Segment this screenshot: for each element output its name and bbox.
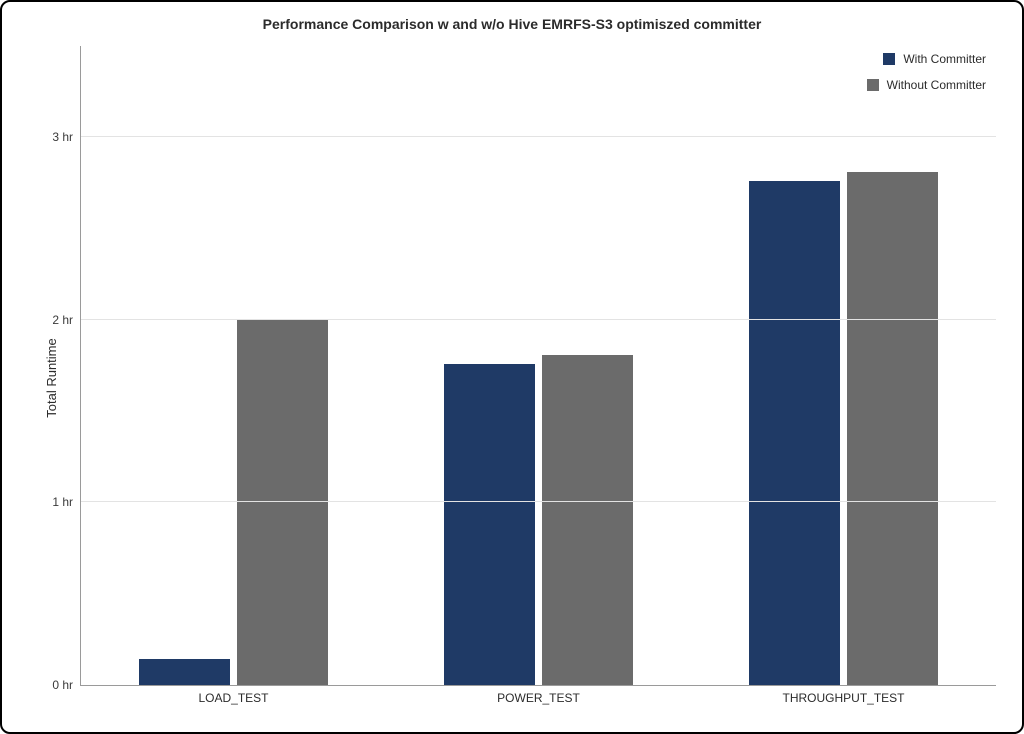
gridline [81,136,996,137]
y-tick-label: 0 hr [52,678,81,692]
plot-wrap: With CommitterWithout Committer 0 hr1 hr… [80,46,996,686]
x-tick-label: THROUGHPUT_TEST [782,685,904,705]
bar [542,355,634,685]
y-tick-label: 3 hr [52,130,81,144]
plot-area: With CommitterWithout Committer 0 hr1 hr… [80,46,996,686]
x-tick-label: POWER_TEST [497,685,580,705]
y-axis-label: Total Runtime [44,338,59,417]
legend: With Committer Without Committer [867,52,986,104]
bar [847,172,939,685]
bars-layer [81,46,996,685]
legend-swatch [867,79,879,91]
gridline [81,319,996,320]
chart-frame: Performance Comparison w and w/o Hive EM… [0,0,1024,734]
gridline [81,501,996,502]
y-tick-label: 1 hr [52,495,81,509]
legend-item: With Committer [867,52,986,66]
legend-label: Without Committer [887,78,986,92]
x-tick-label: LOAD_TEST [198,685,268,705]
chart-title: Performance Comparison w and w/o Hive EM… [16,16,1008,32]
y-tick-label: 2 hr [52,313,81,327]
bar [444,364,536,685]
chart-body: Total Runtime With Committer Without Comm… [16,42,1008,714]
legend-label: With Committer [903,52,986,66]
legend-swatch [883,53,895,65]
bar [749,181,841,685]
legend-item: Without Committer [867,78,986,92]
bar [139,659,231,685]
